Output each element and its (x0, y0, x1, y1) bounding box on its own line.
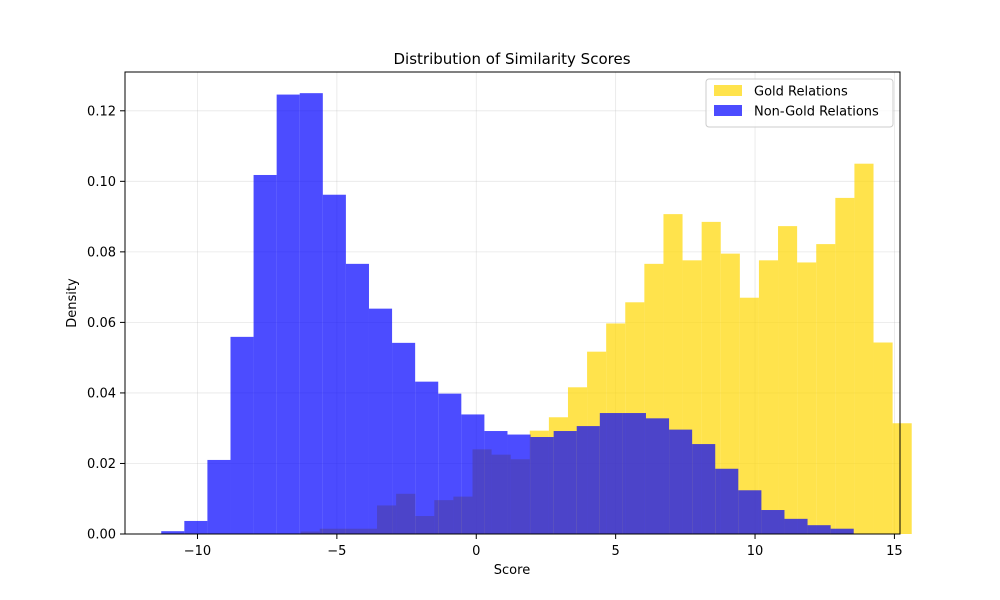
histogram-bar-gold (816, 244, 836, 534)
chart-title: Distribution of Similarity Scores (393, 50, 630, 68)
y-axis: 0.00 0.02 0.04 0.06 0.08 0.10 0.12 (87, 104, 125, 543)
legend-swatch-non-gold (714, 105, 742, 116)
histogram-bar-gold (778, 226, 798, 534)
histogram-bar-non-gold (553, 431, 577, 534)
x-axis: −10 −5 0 5 10 15 (184, 534, 903, 559)
series-non-gold-relations-bars (161, 93, 854, 535)
histogram-bar-non-gold (645, 418, 670, 534)
legend-frame (705, 78, 894, 128)
x-tick-label: 10 (747, 544, 764, 559)
histogram-bar-non-gold (576, 426, 600, 534)
legend: Gold Relations Non-Gold Relations (705, 78, 894, 128)
histogram-bar-non-gold (622, 413, 646, 534)
histogram-bar-gold (873, 342, 893, 534)
legend-label-non-gold: Non-Gold Relations (754, 105, 879, 120)
histogram-bar-non-gold (322, 194, 346, 534)
histogram-bar-non-gold (484, 431, 508, 534)
histogram-bar-non-gold (530, 437, 554, 534)
x-tick-label: 5 (612, 544, 620, 559)
histogram-bar-non-gold (345, 263, 369, 534)
histogram-bar-non-gold (438, 393, 462, 534)
histogram-bar-non-gold (807, 525, 831, 534)
histogram-bar-non-gold (415, 381, 439, 534)
histogram-bar-non-gold (184, 520, 208, 534)
y-tick-label: 0.10 (87, 175, 116, 190)
y-tick-label: 0.08 (87, 245, 116, 260)
histogram-bar-non-gold (599, 413, 623, 534)
histogram-bar-gold (797, 262, 817, 534)
histogram-bar-gold (720, 253, 740, 534)
histogram-bar-non-gold (207, 459, 231, 534)
histogram-bar-non-gold (761, 510, 785, 534)
histogram-bar-non-gold (161, 531, 185, 534)
histogram-bar-non-gold (276, 94, 300, 535)
y-tick-label: 0.02 (87, 457, 116, 472)
histogram-bar-gold (854, 163, 874, 535)
x-axis-label: Score (494, 563, 530, 578)
histogram-bar-non-gold (692, 444, 716, 534)
histogram-bar-non-gold (507, 434, 531, 534)
histogram-bar-non-gold (830, 528, 854, 534)
histogram-bar-gold (892, 423, 912, 534)
histogram-bar-gold (835, 197, 855, 535)
histogram-bar-non-gold (299, 93, 323, 534)
x-tick-label: 0 (472, 544, 480, 559)
histogram-bar-non-gold (715, 468, 739, 534)
x-tick-label: −10 (184, 544, 211, 559)
histogram-bar-non-gold (392, 342, 416, 534)
y-tick-label: 0.00 (87, 528, 116, 543)
legend-label-gold: Gold Relations (754, 85, 848, 100)
y-axis-label: Density (65, 278, 80, 328)
y-tick-label: 0.04 (87, 386, 116, 401)
histogram-bar-non-gold (461, 414, 485, 534)
x-tick-label: −5 (327, 544, 346, 559)
histogram-bar-gold (758, 260, 779, 534)
histogram-bar-non-gold (230, 336, 254, 534)
legend-swatch-gold (714, 85, 742, 96)
histogram-bar-non-gold (368, 308, 393, 534)
histogram-bar-gold (739, 297, 759, 534)
y-tick-label: 0.12 (87, 104, 116, 119)
histogram-bar-non-gold (784, 518, 808, 534)
x-tick-label: 15 (886, 544, 903, 559)
plot-area-frame (124, 71, 901, 535)
y-tick-label: 0.06 (87, 316, 116, 331)
histogram-bar-non-gold (669, 429, 693, 534)
histogram-bar-non-gold (738, 490, 762, 534)
histogram-bar-non-gold (253, 174, 277, 534)
